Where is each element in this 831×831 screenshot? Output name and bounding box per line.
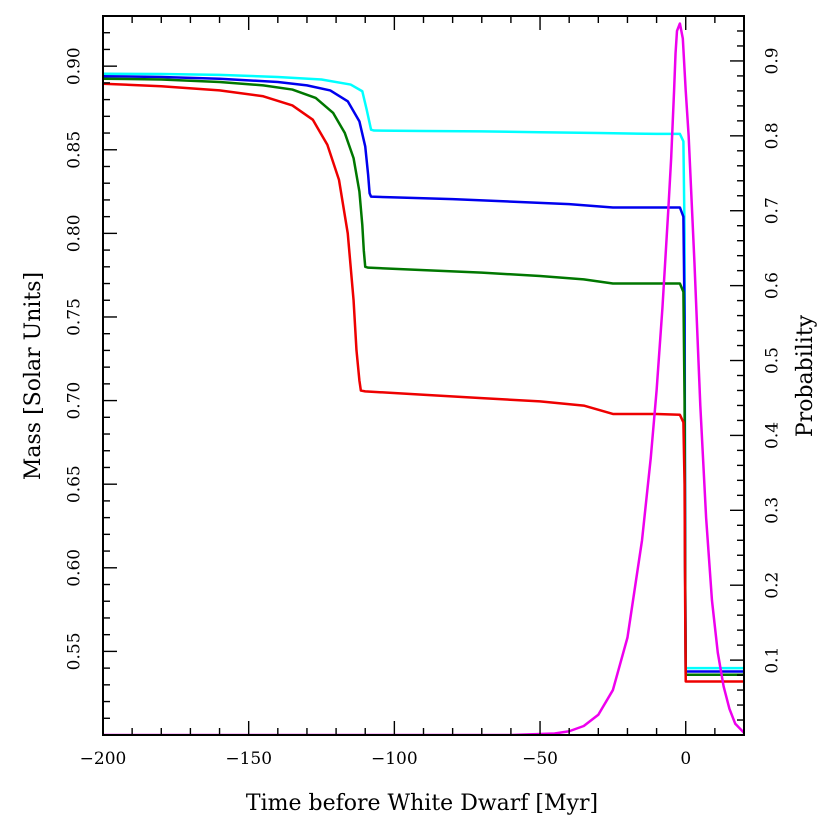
y2-tick-label: 0.4 <box>763 422 783 449</box>
y2-tick-label: 0.5 <box>763 347 783 374</box>
y2-axis-title: Probability <box>793 314 818 437</box>
y2-tick-label: 0.1 <box>763 647 783 674</box>
y2-tick-label: 0.8 <box>763 122 783 149</box>
y-tick-label: 0.70 <box>65 382 85 420</box>
x-tick-label: 0 <box>680 749 691 769</box>
y2-tick-label: 0.9 <box>763 47 783 74</box>
series-layer <box>103 22 744 735</box>
series-line-1 <box>103 72 744 670</box>
series-line-2 <box>103 74 744 673</box>
series-line-3 <box>103 77 744 677</box>
y2-tick-label: 0.2 <box>763 572 783 599</box>
y-tick-label: 0.65 <box>65 465 85 503</box>
series-line-5 <box>103 22 744 735</box>
y-tick-label: 0.90 <box>65 47 85 85</box>
x-axis-title: Time before White Dwarf [Myr] <box>246 791 598 816</box>
y-tick-label: 0.60 <box>65 549 85 587</box>
y2-tick-label: 0.6 <box>763 272 783 299</box>
y-tick-label: 0.55 <box>65 632 85 670</box>
y-tick-label: 0.80 <box>65 214 85 252</box>
tick-layer <box>102 16 745 735</box>
y-tick-label: 0.75 <box>65 298 85 336</box>
y-axis-title: Mass [Solar Units] <box>21 272 46 480</box>
x-tick-label: −100 <box>371 749 418 769</box>
x-tick-label: −150 <box>225 749 272 769</box>
y2-tick-label: 0.7 <box>763 197 783 224</box>
y2-tick-label: 0.3 <box>763 497 783 524</box>
y-tick-label: 0.85 <box>65 131 85 169</box>
label-layer: −200 −150 −100 −50 00.550.600.650.700.750.80… <box>65 47 783 769</box>
series-line-4 <box>103 82 744 683</box>
plot-frame <box>102 15 745 736</box>
x-tick-label: −50 <box>522 749 558 769</box>
x-tick-label: −200 <box>80 749 127 769</box>
